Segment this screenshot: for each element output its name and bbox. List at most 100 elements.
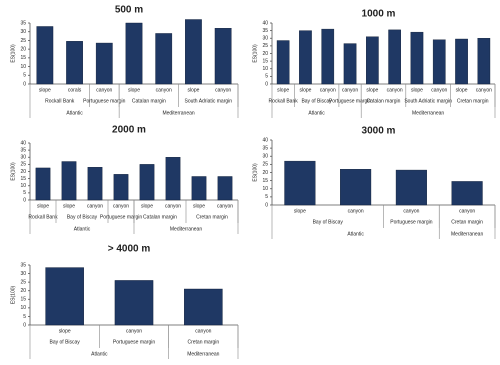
site-label: Catalan margin (367, 98, 401, 104)
y-tick-label: 5 (23, 73, 26, 79)
y-axis-label: ES(100) (252, 163, 258, 182)
region-label: Mediterranean (187, 351, 219, 357)
y-tick-label: 5 (23, 190, 26, 196)
y-tick-label: 20 (20, 169, 26, 175)
bar (410, 31, 424, 85)
bar (155, 33, 173, 85)
y-tick-label: 20 (20, 288, 26, 294)
site-label: Cretan margin (457, 98, 489, 104)
y-tick-label: 20 (262, 51, 268, 57)
x-tick-label: slope (128, 87, 140, 93)
x-tick-label: canyon (195, 328, 211, 334)
x-tick-label: slope (39, 87, 51, 93)
chart-title: 1000 m (362, 9, 396, 20)
bar (366, 36, 379, 85)
y-tick-label: 0 (265, 202, 268, 208)
y-tick-label: 30 (20, 155, 26, 161)
x-tick-label: canyon (431, 87, 447, 93)
x-tick-label: slope (411, 87, 423, 93)
bar (184, 288, 223, 326)
site-label: Catalan margin (132, 98, 166, 104)
region-label: Mediterranean (170, 226, 202, 232)
y-tick-label: 15 (262, 178, 268, 184)
x-tick-label: canyon (215, 87, 231, 93)
bar (95, 42, 113, 85)
bar (191, 176, 207, 201)
y-tick-label: 15 (20, 55, 26, 61)
y-tick-label: 15 (262, 58, 268, 64)
y-tick-label: 25 (262, 162, 268, 168)
y-tick-label: 20 (262, 170, 268, 176)
y-tick-label: 30 (20, 29, 26, 35)
y-tick-label: 0 (23, 81, 26, 87)
site-label: Portuguese margin (390, 219, 432, 225)
x-tick-label: slope (59, 328, 71, 334)
chart-title: 2000 m (112, 125, 146, 136)
bar (165, 157, 181, 201)
bar (451, 181, 483, 206)
bar (66, 41, 83, 85)
y-tick-label: 20 (20, 46, 26, 52)
bar (276, 40, 290, 85)
x-tick-label: slope (456, 87, 468, 93)
y-tick-label: 10 (262, 66, 268, 72)
region-label: Atlantic (308, 110, 325, 116)
y-axis-label: ES(100) (10, 285, 16, 304)
bar (45, 267, 84, 326)
bar (343, 43, 357, 85)
y-tick-label: 30 (20, 271, 26, 277)
site-label: Rockall Bank (45, 98, 75, 104)
x-tick-label: canyon (217, 203, 233, 209)
site-label: Cretan margin (196, 214, 228, 220)
y-tick-label: 25 (20, 162, 26, 168)
site-label: Portuguese margin (83, 98, 125, 104)
chart-panel: 1000 mES(100)0510152025303540slopeRockal… (252, 9, 496, 118)
y-tick-label: 15 (20, 176, 26, 182)
region-label: Atlantic (347, 231, 364, 237)
x-tick-label: slope (294, 208, 306, 214)
chart-panel: 3000 m ES(100) 0 5 10 15 20 25 30 35 40 slope canyon… (252, 126, 496, 239)
x-tick-label: canyon (387, 87, 403, 93)
y-axis-label: ES(100) (252, 44, 258, 63)
bar (125, 22, 143, 85)
y-tick-label: 10 (262, 186, 268, 192)
x-tick-label: canyon (165, 203, 181, 209)
bar (284, 160, 316, 206)
y-axis-label: ES(100) (10, 44, 16, 63)
site-label: Cretan margin (451, 219, 483, 225)
site-label: Rockall Bank (269, 98, 299, 104)
chart-title: 500 m (115, 5, 143, 16)
bar (185, 19, 202, 85)
bar (36, 26, 54, 85)
y-tick-label: 25 (20, 38, 26, 44)
x-tick-label: slope (37, 203, 49, 209)
x-tick-label: slope (277, 87, 289, 93)
bar (87, 167, 103, 201)
y-tick-label: 10 (20, 183, 26, 189)
x-tick-label: canyon (342, 87, 358, 93)
site-label: Rockall Bank (28, 214, 58, 220)
y-tick-label: 5 (265, 74, 268, 80)
bar (217, 176, 233, 201)
site-label: Portuguese margin (329, 98, 371, 104)
site-label: South Adriatic margin (185, 98, 233, 104)
y-tick-label: 0 (23, 197, 26, 203)
bar (388, 29, 401, 85)
bar (321, 28, 335, 85)
x-tick-label: canyon (156, 87, 172, 93)
y-tick-label: 35 (20, 147, 26, 153)
bar (455, 38, 468, 85)
bar (139, 164, 155, 201)
x-tick-label: canyon (476, 87, 492, 93)
site-label: South Adriatic margin (404, 98, 452, 104)
x-tick-label: canyon (459, 208, 475, 214)
y-tick-label: 5 (23, 314, 26, 320)
x-tick-label: canyon (403, 208, 419, 214)
y-tick-label: 10 (20, 305, 26, 311)
bar (340, 169, 372, 206)
site-label: Bay of Biscay (301, 98, 332, 104)
y-tick-label: 35 (262, 28, 268, 34)
bar (214, 28, 232, 85)
y-tick-label: 10 (20, 64, 26, 70)
x-tick-label: canyon (113, 203, 129, 209)
